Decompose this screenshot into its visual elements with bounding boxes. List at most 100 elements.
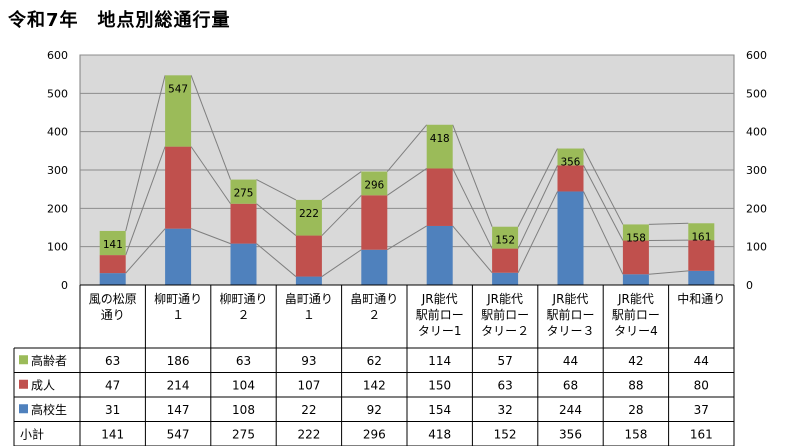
- legend-key: [19, 379, 28, 389]
- series-line: [386, 124, 428, 172]
- series-line: [256, 203, 297, 236]
- table-cell-total: 141: [101, 427, 124, 441]
- series-line: [125, 75, 166, 232]
- category-label: タリー1: [418, 324, 462, 338]
- bar-segment: [99, 273, 126, 285]
- chart-title: 令和7年 地点別総通行量: [8, 10, 231, 31]
- total-data-label: 356: [561, 156, 581, 169]
- series-line: [387, 225, 427, 251]
- table-cell-value: 31: [105, 403, 120, 417]
- category-label: １: [172, 308, 184, 322]
- table-cell-value: 244: [559, 403, 582, 417]
- category-label: JR能代: [486, 292, 523, 306]
- table-cell-total: 161: [690, 427, 713, 441]
- y-tick-label-left: 600: [47, 49, 68, 62]
- total-data-label: 141: [103, 238, 123, 251]
- table-cell-total: 275: [232, 427, 255, 441]
- series-line: [648, 270, 689, 275]
- legend-key: [19, 355, 28, 365]
- category-label: 風の松原: [89, 292, 137, 306]
- category-label: ２: [368, 308, 380, 322]
- table-cell-total: 418: [428, 427, 451, 441]
- table-cell-value: 63: [497, 378, 512, 392]
- table-cell-value: 63: [236, 354, 251, 368]
- category-label: ２: [237, 308, 249, 322]
- category-label: 駅前ロー: [546, 307, 594, 322]
- bar-segment: [557, 165, 584, 192]
- bar-segment: [622, 274, 649, 285]
- y-tick-label-right: 100: [746, 241, 767, 254]
- series-line: [583, 148, 624, 225]
- bar-segment: [426, 168, 453, 226]
- total-data-label: 418: [430, 132, 450, 145]
- table-cell-value: 44: [694, 354, 709, 368]
- bar-segment: [688, 223, 715, 241]
- table-cell-value: 114: [428, 354, 451, 368]
- category-label: JR能代: [552, 292, 589, 306]
- bar-segment: [295, 199, 322, 236]
- category-label: タリー２: [481, 324, 529, 338]
- table-cell-total: 222: [297, 427, 320, 441]
- bar-segment: [99, 255, 126, 274]
- category-label: 駅前ロー: [416, 307, 464, 322]
- series-line: [648, 222, 689, 225]
- table-cell-value: 47: [105, 378, 120, 392]
- total-data-label: 152: [495, 234, 515, 247]
- table-cell-value: 154: [428, 403, 451, 417]
- bar-segment: [295, 276, 322, 285]
- series-line: [452, 225, 493, 274]
- legend-key: [19, 404, 28, 414]
- total-data-label: 296: [364, 179, 384, 192]
- total-data-label: 275: [234, 187, 254, 200]
- bar-segment: [361, 195, 388, 250]
- y-tick-label-right: 0: [746, 279, 753, 292]
- series-line: [190, 75, 231, 180]
- series-line: [517, 148, 558, 227]
- table-cell-value: 186: [167, 354, 190, 368]
- category-label: JR能代: [421, 292, 458, 306]
- bar-segment: [165, 228, 192, 285]
- table-cell-value: 44: [563, 354, 578, 368]
- y-tick-label-right: 200: [746, 202, 767, 215]
- series-line: [125, 228, 166, 274]
- category-label: １: [303, 308, 315, 322]
- table-cell-value: 62: [367, 354, 382, 368]
- table-cell-value: 150: [428, 378, 451, 392]
- bar-segment: [426, 124, 453, 169]
- total-data-label: 547: [168, 82, 188, 95]
- series-line: [321, 249, 362, 277]
- table-cell-value: 68: [563, 378, 578, 392]
- table-cell-value: 92: [367, 403, 382, 417]
- bar-segment: [492, 226, 519, 249]
- y-tick-label-right: 400: [746, 126, 767, 139]
- category-label: 通り: [101, 308, 125, 322]
- series-line: [190, 146, 231, 205]
- bar-segment: [492, 248, 519, 273]
- y-tick-label-left: 0: [61, 279, 68, 292]
- category-label: タリー4: [614, 324, 658, 338]
- series-line: [452, 168, 493, 249]
- y-tick-label-right: 600: [746, 49, 767, 62]
- bar-segment: [492, 272, 519, 285]
- table-cell-value: 63: [105, 354, 120, 368]
- category-label: JR能代: [617, 292, 654, 306]
- table-cell-total: 152: [494, 427, 517, 441]
- series-line: [256, 243, 297, 277]
- table-cell-value: 108: [232, 403, 255, 417]
- bar-segment: [230, 243, 257, 285]
- y-tick-label-left: 300: [47, 164, 68, 177]
- bar-segment: [557, 148, 584, 166]
- table-cell-total: 296: [363, 427, 386, 441]
- table-cell-value: 104: [232, 378, 255, 392]
- bar-segment: [361, 249, 388, 285]
- table-cell-total: 356: [559, 427, 582, 441]
- y-tick-label-left: 200: [47, 202, 68, 215]
- table-cell-value: 214: [167, 378, 190, 392]
- category-label: 柳町通り: [154, 292, 202, 306]
- table-cell-value: 32: [497, 403, 512, 417]
- table-cell-value: 107: [297, 378, 320, 392]
- series-line: [452, 124, 493, 227]
- y-tick-label-left: 100: [47, 241, 68, 254]
- series-line: [517, 165, 558, 249]
- y-tick-label-right: 500: [746, 87, 767, 100]
